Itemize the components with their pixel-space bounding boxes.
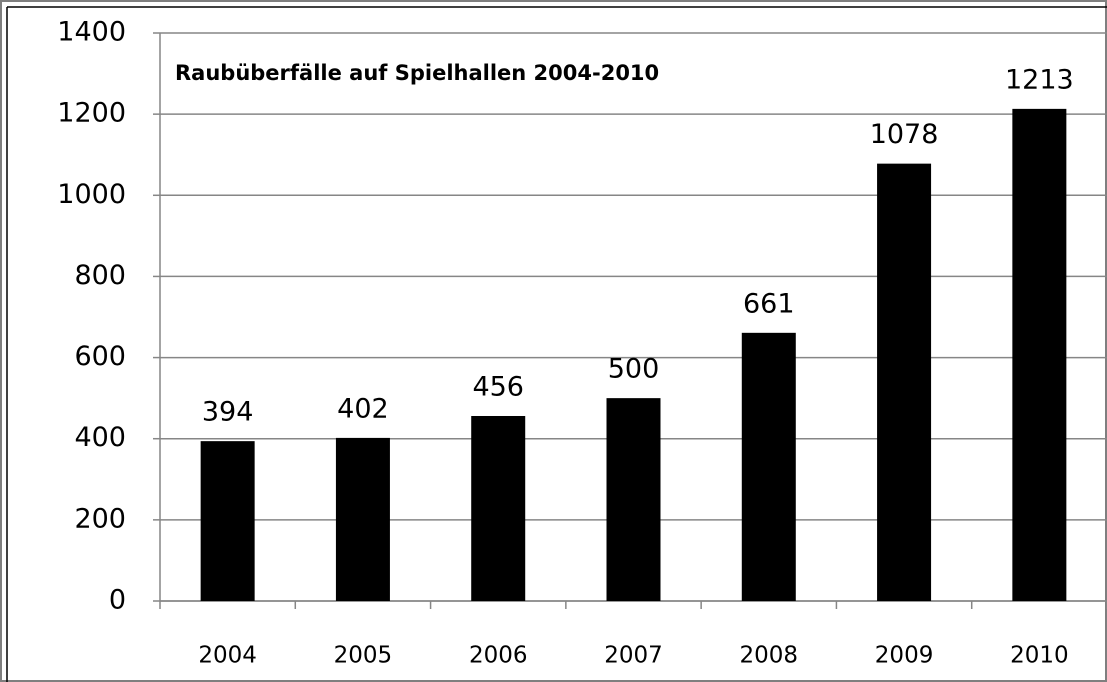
bar <box>335 437 390 601</box>
x-tick-label: 2007 <box>604 643 663 669</box>
y-tick-label: 1000 <box>57 179 126 210</box>
y-tick-label: 1200 <box>57 98 126 129</box>
x-tick-label: 2009 <box>875 643 934 669</box>
bar <box>471 415 526 601</box>
bar <box>877 163 932 601</box>
x-tick-label: 2008 <box>740 643 799 669</box>
chart-title: Raubüberfälle auf Spielhallen 2004-2010 <box>175 61 659 85</box>
value-label: 456 <box>472 371 524 402</box>
y-tick-label: 200 <box>74 503 126 534</box>
value-label: 394 <box>202 397 254 428</box>
y-tick-label: 800 <box>74 260 126 291</box>
value-label: 1213 <box>1005 64 1074 95</box>
x-tick-label: 2004 <box>198 643 257 669</box>
x-tick-label: 2006 <box>469 643 528 669</box>
bar <box>606 398 661 601</box>
value-label: 1078 <box>870 119 939 150</box>
bar <box>1012 108 1067 602</box>
value-label: 402 <box>337 393 389 424</box>
x-tick-label: 2010 <box>1010 643 1069 669</box>
bar <box>200 441 255 601</box>
y-tick-label: 600 <box>74 341 126 372</box>
y-tick-label: 1400 <box>57 17 126 48</box>
value-label: 661 <box>743 288 795 319</box>
y-tick-label: 0 <box>109 585 126 616</box>
y-tick-label: 400 <box>74 422 126 453</box>
value-label: 500 <box>608 354 660 385</box>
bar <box>741 332 796 601</box>
x-tick-label: 2005 <box>334 643 393 669</box>
